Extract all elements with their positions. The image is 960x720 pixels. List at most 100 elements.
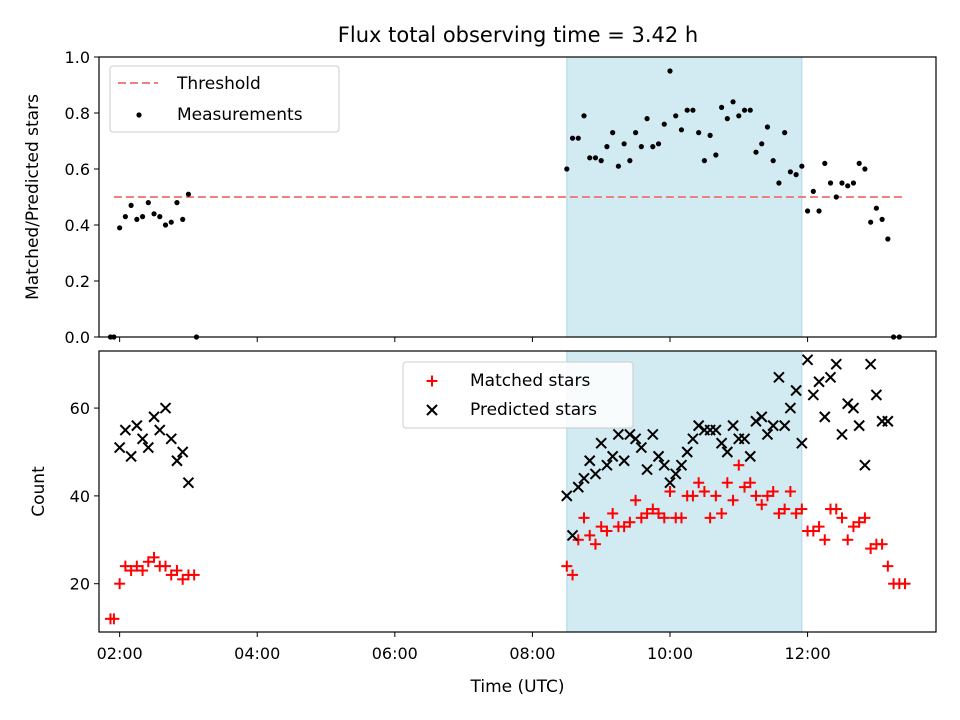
matched-star-point (658, 512, 670, 524)
matched-star-point (108, 613, 120, 625)
measurement-point (168, 219, 174, 225)
measurement-points (107, 68, 902, 340)
matched-star-point (830, 503, 842, 515)
predicted-star-point (681, 446, 693, 458)
predicted-star-point (778, 419, 791, 432)
predicted-star-point (601, 459, 613, 471)
ratio-legend: Threshold Measurements (109, 65, 340, 133)
matched-star-point (756, 499, 768, 511)
predicted-star-point (675, 459, 688, 471)
predicted-star-point (171, 455, 183, 467)
predicted-star-point (589, 468, 602, 480)
predicted-star-point (738, 433, 751, 445)
measurement-point (592, 155, 599, 161)
matched-star-point (119, 560, 131, 572)
measurement-point (673, 113, 679, 119)
matched-star-point (618, 521, 630, 533)
predicted-star-point (165, 433, 177, 445)
predicted-star-point (125, 450, 137, 463)
count-legend: Matched stars Predicted stars (402, 361, 634, 429)
matched-star-point (744, 477, 756, 489)
predicted-star-point (847, 402, 860, 414)
measurement-point (117, 225, 123, 231)
matched-star-point (160, 560, 172, 572)
matched-star-point (876, 538, 888, 550)
count-y-tick-label: 60 (70, 399, 90, 418)
measurement-point (759, 141, 765, 147)
count-y-ticks: 20 40 60 (70, 399, 99, 594)
predicted-star-point (824, 371, 837, 384)
predicted-star-point (784, 402, 797, 414)
matched-star-point (572, 534, 584, 546)
predicted-star-point (761, 428, 774, 441)
matched-star-point (647, 503, 659, 515)
measurement-point (850, 180, 857, 186)
measurement-point (718, 104, 725, 110)
predicted-star-point (154, 424, 166, 436)
matched-star-point (137, 565, 149, 577)
ratio-x-ticks (119, 337, 809, 342)
ratio-panel: 0.0 0.2 0.4 0.6 0.8 1.0 Matched/Predicted sta… (23, 48, 937, 347)
count-y-tick-label: 40 (70, 487, 90, 506)
predicted-star-point (652, 450, 665, 463)
measurement-point (145, 200, 151, 206)
legend-predicted-label: Predicted stars (470, 400, 597, 420)
measurement-point (804, 208, 811, 214)
ratio-y-axis-label: Matched/Predicted stars (23, 94, 43, 300)
matched-stars-points (104, 459, 911, 625)
measurement-point (810, 188, 816, 194)
measurement-point (787, 169, 793, 175)
matched-star-point (687, 490, 699, 502)
count-panel: 20 40 60 02:00 04:00 06:00 08:00 10:00 12:00 Co… (29, 350, 937, 697)
predicted-star-point (882, 415, 894, 427)
measurement-point (862, 166, 868, 172)
predicted-star-point (635, 441, 648, 454)
count-x-tick-label: 12:00 (785, 644, 831, 663)
predicted-star-point (859, 459, 871, 471)
measurement-point (655, 141, 662, 147)
measurement-point (707, 132, 713, 138)
measurement-point (128, 202, 134, 208)
count-x-tick-label: 08:00 (509, 644, 555, 663)
measurement-point (587, 155, 593, 161)
measurement-point (856, 160, 862, 166)
matched-star-point (142, 556, 154, 568)
measurement-point (139, 214, 146, 220)
measurement-point (696, 130, 702, 136)
measurement-point (822, 160, 828, 166)
measurement-point (764, 124, 771, 130)
matched-star-point (114, 578, 126, 590)
measurement-point (690, 107, 696, 113)
measurement-point (885, 236, 891, 242)
predicted-star-point (176, 446, 189, 458)
measurement-point (724, 116, 730, 122)
ratio-y-tick-label: 1.0 (65, 48, 90, 67)
predicted-star-point (578, 472, 590, 485)
predicted-star-point (641, 463, 653, 476)
matched-star-point (624, 516, 636, 528)
matched-star-point (653, 507, 665, 519)
matched-star-point (131, 560, 143, 572)
predicted-star-point (721, 446, 734, 458)
matched-star-point (727, 494, 739, 506)
matched-star-point (710, 490, 722, 502)
predicted-star-point (647, 428, 659, 441)
measurement-point (827, 180, 834, 186)
predicted-star-point (618, 455, 630, 467)
predicted-star-point (715, 437, 728, 449)
count-x-tick-label: 04:00 (234, 644, 280, 663)
ratio-y-tick-label: 0.4 (65, 216, 90, 235)
measurement-point (770, 158, 776, 164)
predicted-star-point (807, 389, 820, 401)
predicted-star-point (148, 411, 160, 423)
predicted-star-point (836, 428, 848, 441)
ratio-y-tick-label: 0.2 (65, 272, 90, 291)
predicted-star-point (801, 354, 814, 366)
matched-star-point (807, 525, 819, 537)
legend-measurements-label: Measurements (177, 105, 303, 125)
ratio-y-tick-label: 0.0 (65, 328, 90, 347)
measurement-point (180, 216, 186, 222)
measurement-point (833, 194, 839, 200)
matched-star-point (125, 565, 137, 577)
